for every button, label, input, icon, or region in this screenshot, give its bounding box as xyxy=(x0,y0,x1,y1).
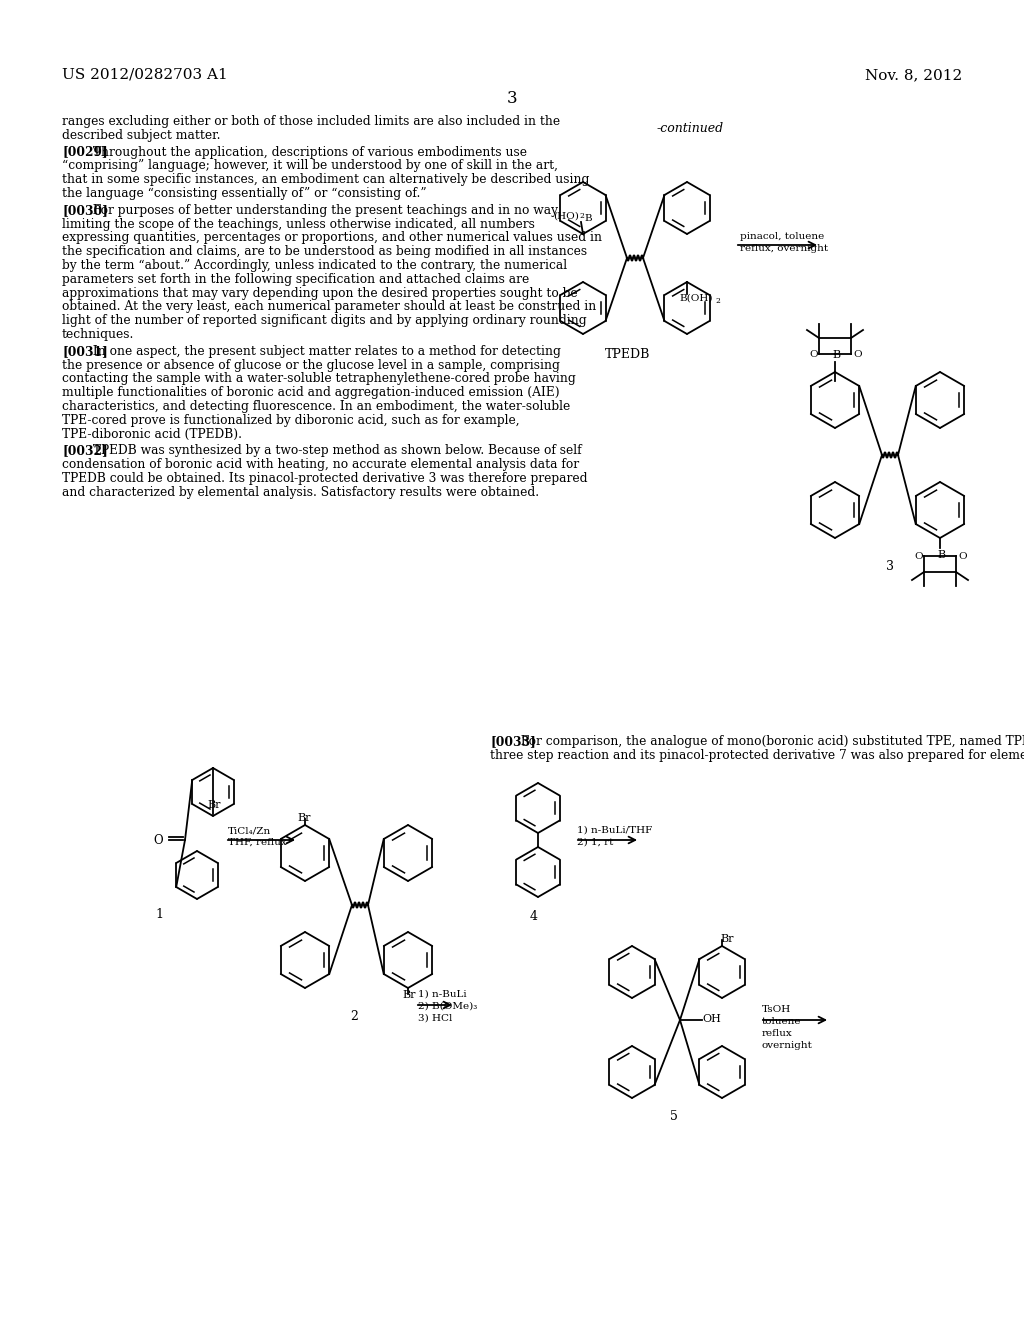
Text: B: B xyxy=(584,214,592,223)
Text: -continued: -continued xyxy=(656,121,724,135)
Text: 3: 3 xyxy=(507,90,517,107)
Text: ranges excluding either or both of those included limits are also included in th: ranges excluding either or both of those… xyxy=(62,115,560,128)
Text: multiple functionalities of boronic acid and aggregation-induced emission (AIE): multiple functionalities of boronic acid… xyxy=(62,387,560,399)
Text: O: O xyxy=(809,350,817,359)
Text: contacting the sample with a water-soluble tetraphenylethene-cored probe having: contacting the sample with a water-solub… xyxy=(62,372,575,385)
Text: light of the number of reported significant digits and by applying ordinary roun: light of the number of reported signific… xyxy=(62,314,587,327)
Text: the presence or absence of glucose or the glucose level in a sample, comprising: the presence or absence of glucose or th… xyxy=(62,359,560,372)
Text: 2: 2 xyxy=(715,297,720,305)
Text: condensation of boronic acid with heating, no accurate elemental analysis data f: condensation of boronic acid with heatin… xyxy=(62,458,580,471)
Text: techniques.: techniques. xyxy=(62,327,134,341)
Text: TiCl₄/Zn: TiCl₄/Zn xyxy=(228,826,271,836)
Text: 2) B(OMe)₃: 2) B(OMe)₃ xyxy=(418,1002,477,1011)
Text: Throughout the application, descriptions of various embodiments use: Throughout the application, descriptions… xyxy=(89,145,527,158)
Text: TPEDB: TPEDB xyxy=(605,348,650,360)
Text: TPEDB was synthesized by a two-step method as shown below. Because of self: TPEDB was synthesized by a two-step meth… xyxy=(89,445,582,458)
Text: O: O xyxy=(153,834,163,847)
Text: [0032]: [0032] xyxy=(62,445,108,458)
Text: 1) n-BuLi/THF: 1) n-BuLi/THF xyxy=(577,826,652,836)
Text: O: O xyxy=(958,552,967,561)
Text: toluene: toluene xyxy=(762,1016,802,1026)
Text: overnight: overnight xyxy=(762,1041,813,1049)
Text: B: B xyxy=(937,550,945,560)
Text: pinacol, toluene: pinacol, toluene xyxy=(740,232,824,242)
Text: and characterized by elemental analysis. Satisfactory results were obtained.: and characterized by elemental analysis.… xyxy=(62,486,539,499)
Text: For purposes of better understanding the present teachings and in no way: For purposes of better understanding the… xyxy=(89,203,558,216)
Text: the specification and claims, are to be understood as being modified in all inst: the specification and claims, are to be … xyxy=(62,246,587,259)
Text: US 2012/0282703 A1: US 2012/0282703 A1 xyxy=(62,69,227,82)
Text: described subject matter.: described subject matter. xyxy=(62,129,220,141)
Text: obtained. At the very least, each numerical parameter should at least be constru: obtained. At the very least, each numeri… xyxy=(62,301,596,313)
Text: [0030]: [0030] xyxy=(62,203,108,216)
Text: [0029]: [0029] xyxy=(62,145,108,158)
Text: reflux, overnight: reflux, overnight xyxy=(740,244,828,253)
Text: O: O xyxy=(914,552,923,561)
Text: Br: Br xyxy=(297,813,310,822)
Text: 2) 1, rt: 2) 1, rt xyxy=(577,838,613,847)
Text: characteristics, and detecting fluorescence. In an embodiment, the water-soluble: characteristics, and detecting fluoresce… xyxy=(62,400,570,413)
Text: Br: Br xyxy=(720,935,733,944)
Text: O: O xyxy=(853,350,861,359)
Text: Br: Br xyxy=(207,800,220,810)
Text: Nov. 8, 2012: Nov. 8, 2012 xyxy=(864,69,962,82)
Text: the language “consisting essentially of” or “consisting of.”: the language “consisting essentially of”… xyxy=(62,187,427,201)
Text: B(OH): B(OH) xyxy=(679,294,713,304)
Text: 3) HCl: 3) HCl xyxy=(418,1014,453,1023)
Text: approximations that may vary depending upon the desired properties sought to be: approximations that may vary depending u… xyxy=(62,286,578,300)
Text: THF, reflux: THF, reflux xyxy=(228,838,287,847)
Text: In one aspect, the present subject matter relates to a method for detecting: In one aspect, the present subject matte… xyxy=(89,345,561,358)
Text: 1: 1 xyxy=(155,908,163,921)
Text: 2: 2 xyxy=(579,213,584,220)
Text: 2: 2 xyxy=(350,1010,357,1023)
Text: three step reaction and its pinacol-protected derivative 7 was also prepared for: three step reaction and its pinacol-prot… xyxy=(490,748,1024,762)
Text: 3: 3 xyxy=(886,560,894,573)
Text: that in some specific instances, an embodiment can alternatively be described us: that in some specific instances, an embo… xyxy=(62,173,590,186)
Text: TsOH: TsOH xyxy=(762,1005,792,1014)
Text: parameters set forth in the following specification and attached claims are: parameters set forth in the following sp… xyxy=(62,273,529,286)
Text: TPE-diboronic acid (TPEDB).: TPE-diboronic acid (TPEDB). xyxy=(62,428,242,441)
Text: by the term “about.” Accordingly, unless indicated to the contrary, the numerica: by the term “about.” Accordingly, unless… xyxy=(62,259,567,272)
Text: 5: 5 xyxy=(670,1110,678,1123)
Text: Br: Br xyxy=(402,990,416,1001)
Text: reflux: reflux xyxy=(762,1030,793,1038)
Text: 4: 4 xyxy=(530,909,538,923)
Text: OH: OH xyxy=(702,1014,721,1024)
Text: [0031]: [0031] xyxy=(62,345,108,358)
Text: limiting the scope of the teachings, unless otherwise indicated, all numbers: limiting the scope of the teachings, unl… xyxy=(62,218,535,231)
Text: [0033]: [0033] xyxy=(490,735,536,748)
Text: 1) n-BuLi: 1) n-BuLi xyxy=(418,990,467,999)
Text: TPE-cored prove is functionalized by diboronic acid, such as for example,: TPE-cored prove is functionalized by dib… xyxy=(62,413,519,426)
Text: B: B xyxy=(831,350,840,360)
Text: expressing quantities, percentages or proportions, and other numerical values us: expressing quantities, percentages or pr… xyxy=(62,231,602,244)
Text: TPEDB could be obtained. Its pinacol-protected derivative 3 was therefore prepar: TPEDB could be obtained. Its pinacol-pro… xyxy=(62,473,588,484)
Text: “comprising” language; however, it will be understood by one of skill in the art: “comprising” language; however, it will … xyxy=(62,160,558,173)
Text: For comparison, the analogue of mono(boronic acid) substituted TPE, named TPEMB : For comparison, the analogue of mono(bor… xyxy=(517,735,1024,748)
Text: (HO): (HO) xyxy=(553,213,579,220)
